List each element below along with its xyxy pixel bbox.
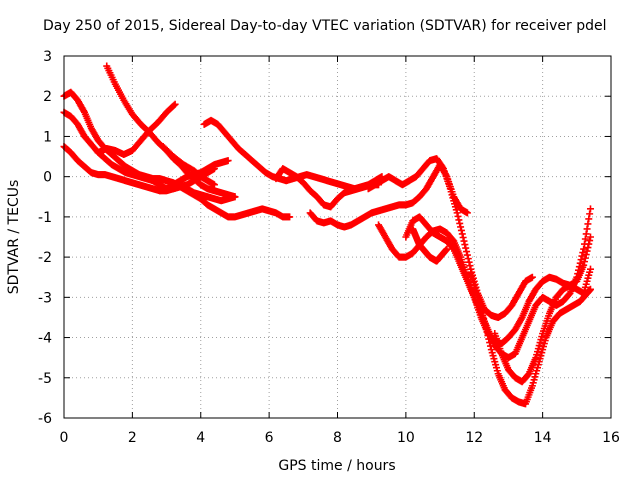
x-tick-label: 12: [465, 430, 483, 446]
data-point: [486, 339, 494, 347]
data-point: [461, 241, 469, 249]
x-axis-label: GPS time / hours: [278, 458, 395, 474]
data-point: [486, 342, 494, 350]
data-point: [581, 235, 589, 243]
series-arc-7: [159, 143, 218, 189]
data-point: [584, 220, 592, 228]
data-point: [454, 212, 462, 220]
data-point: [481, 321, 489, 329]
x-tick-label: 2: [128, 430, 137, 446]
data-point: [463, 251, 471, 259]
data-point: [575, 263, 583, 271]
y-tick-label: -1: [38, 210, 52, 226]
data-point: [459, 234, 467, 242]
data-point: [457, 226, 465, 234]
data-point: [586, 265, 594, 273]
data-point: [484, 332, 492, 340]
x-tick-label: 0: [60, 430, 69, 446]
data-point: [465, 258, 473, 266]
data-point: [453, 209, 461, 217]
data-point: [585, 215, 593, 223]
x-tick-label: 8: [333, 430, 342, 446]
x-tick-label: 10: [397, 430, 415, 446]
series-arc-11: [364, 155, 536, 321]
data-point: [575, 266, 583, 274]
data-point: [455, 216, 463, 224]
data-point: [579, 249, 587, 257]
data-point: [482, 325, 490, 333]
y-tick-label: 3: [43, 49, 52, 65]
data-point: [224, 157, 232, 165]
chart-title: Day 250 of 2015, Sidereal Day-to-day VTE…: [43, 18, 607, 34]
data-point: [578, 252, 586, 260]
series-arc-16: [491, 265, 594, 386]
data-series: [60, 62, 594, 408]
data-point: [586, 205, 594, 213]
x-tick-label: 6: [265, 430, 274, 446]
data-point: [460, 237, 468, 245]
y-tick-label: -4: [38, 331, 52, 347]
y-tick-label: -6: [38, 411, 52, 427]
series-arc-9: [272, 165, 383, 211]
x-tick-label: 16: [602, 430, 620, 446]
x-tick-label: 14: [534, 430, 552, 446]
x-tick-label: 4: [196, 430, 205, 446]
data-point: [439, 163, 447, 171]
data-point: [586, 285, 594, 293]
data-point: [586, 210, 594, 218]
data-point: [528, 273, 536, 281]
data-point: [170, 101, 178, 109]
data-point: [466, 262, 474, 270]
data-point: [574, 270, 582, 278]
data-point: [210, 181, 218, 189]
y-tick-label: -2: [38, 250, 52, 266]
data-point: [463, 248, 471, 256]
data-point: [485, 335, 493, 343]
y-tick-label: 1: [43, 129, 52, 145]
data-point: [464, 255, 472, 263]
data-point: [586, 233, 594, 241]
data-point: [443, 245, 451, 253]
data-point: [458, 230, 466, 238]
data-point: [463, 209, 471, 217]
y-tick-label: -3: [38, 290, 52, 306]
data-point: [80, 107, 88, 115]
y-axis-label: SDTVAR / TECUs: [6, 180, 22, 295]
series-arc-8: [200, 116, 386, 193]
grid: [64, 56, 611, 418]
data-point: [483, 328, 491, 336]
data-point: [457, 223, 465, 231]
data-point: [583, 225, 591, 233]
data-point: [481, 317, 489, 325]
data-point: [582, 230, 590, 238]
data-point: [462, 244, 470, 252]
data-point: [286, 213, 294, 221]
data-point: [456, 219, 464, 227]
series-arc-14: [409, 225, 451, 265]
data-point: [586, 237, 594, 245]
series-arc-6: [156, 157, 232, 195]
data-point: [171, 100, 179, 108]
series-arc-3: [60, 88, 294, 221]
y-tick-label: 0: [43, 170, 52, 186]
data-point: [584, 244, 592, 252]
data-point: [577, 256, 585, 264]
data-point: [580, 245, 588, 253]
y-tick-label: -5: [38, 371, 52, 387]
data-point: [576, 259, 584, 267]
data-point: [231, 193, 239, 201]
series-arc-15: [467, 269, 594, 408]
plot-frame: [63, 55, 612, 419]
data-point: [517, 315, 525, 323]
data-point: [581, 240, 589, 248]
y-tick-label: 2: [43, 89, 52, 105]
data-point: [573, 273, 581, 281]
